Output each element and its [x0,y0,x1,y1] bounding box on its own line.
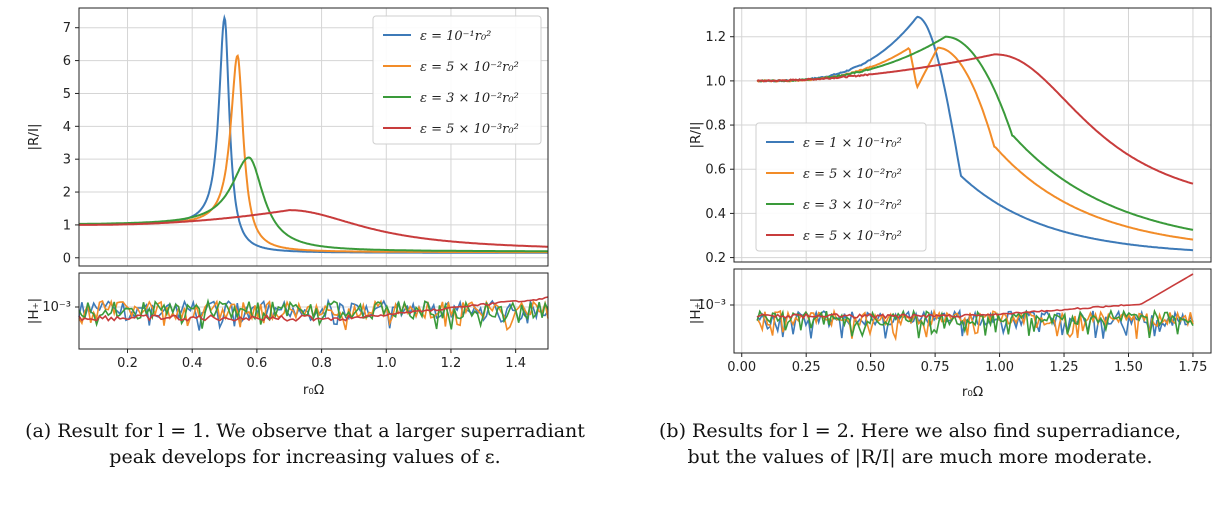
y-tick-label: 0 [63,251,71,266]
sub-y-tick-label: 10⁻³ [697,298,726,313]
sub-y-axis-label: |H₊| [688,298,704,324]
series-line [756,53,1194,185]
legend-label: ε = 5 × 10⁻³r₀² [803,229,902,244]
x-tick-label: 0.8 [311,356,332,371]
y-tick-label: 0.2 [705,251,726,266]
x-tick-label: 0.25 [792,360,821,375]
x-tick-label: 1.00 [985,360,1014,375]
legend-label: ε = 5 × 10⁻²r₀² [420,60,519,75]
x-axis-label: r₀Ω [962,384,983,400]
y-tick-label: 4 [63,120,71,135]
legend-label: ε = 3 × 10⁻²r₀² [420,91,519,106]
x-axis-label: r₀Ω [303,382,324,398]
x-tick-label: 0.6 [247,356,268,371]
legend-box [755,122,927,252]
sub-series-line [78,296,549,322]
sub-y-axis-label: |H₊| [26,298,42,324]
y-tick-label: 2 [63,186,71,201]
y-axis-label: |R/I| [26,123,42,150]
x-tick-label: 1.25 [1050,360,1079,375]
y-tick-label: 1.2 [705,30,726,45]
x-tick-label: 1.75 [1178,360,1207,375]
legend-label: ε = 3 × 10⁻²r₀² [803,198,902,213]
series-line [757,15,1194,252]
legend-box [372,15,542,145]
sub-series-line [756,308,1194,339]
legend-label: ε = 5 × 10⁻³r₀² [420,122,519,137]
y-axis-label: |R/I| [688,121,704,148]
x-tick-label: 1.50 [1114,360,1143,375]
x-tick-label: 0.2 [117,356,138,371]
legend-label: ε = 10⁻¹r₀² [420,29,491,44]
legend-label: ε = 1 × 10⁻¹r₀² [803,136,902,151]
caption-a: (a) Result for l = 1. We observe that a … [25,420,585,468]
x-tick-label: 0.4 [182,356,203,371]
plot-frame [733,7,1212,263]
sub-series-line [78,298,549,330]
y-tick-label: 5 [63,87,71,102]
caption-b: (b) Results for l = 2. Here we also find… [659,420,1181,468]
x-tick-label: 0.75 [921,360,950,375]
y-tick-label: 0.4 [705,207,726,222]
sub-plot-frame [733,268,1212,354]
sub-y-tick-label: 10⁻³ [42,300,71,315]
plot-frame [78,7,549,267]
x-tick-label: 1.0 [376,356,397,371]
x-tick-label: 1.2 [441,356,462,371]
legend: ε = 10⁻¹r₀² ε = 5 × 10⁻²r₀² ε = 3 × 10⁻²r₀… [372,15,542,145]
y-tick-label: 0.6 [705,163,726,178]
series-line [79,209,548,248]
panel-b: 0.20.40.60.81.01.2|R/I| ε = 1 × 10⁻¹r₀²ε … [688,7,1212,400]
x-tick-label: 0.00 [727,360,756,375]
x-tick-label: 1.4 [505,356,526,371]
y-tick-label: 0.8 [705,119,726,134]
y-tick-label: 1.0 [705,74,726,89]
y-tick-label: 7 [63,21,71,36]
y-tick-label: 6 [63,54,71,69]
legend: ε = 1 × 10⁻¹r₀² ε = 5 × 10⁻²r₀² ε = 3 × 10… [755,122,927,252]
series-line [78,156,548,253]
sub-plot-frame [78,272,549,350]
x-tick-label: 0.50 [856,360,885,375]
series-line [757,35,1194,231]
sub-series-line [756,273,1194,320]
y-tick-label: 1 [63,218,71,233]
y-tick-label: 3 [63,153,71,168]
legend-label: ε = 5 × 10⁻²r₀² [803,167,902,182]
